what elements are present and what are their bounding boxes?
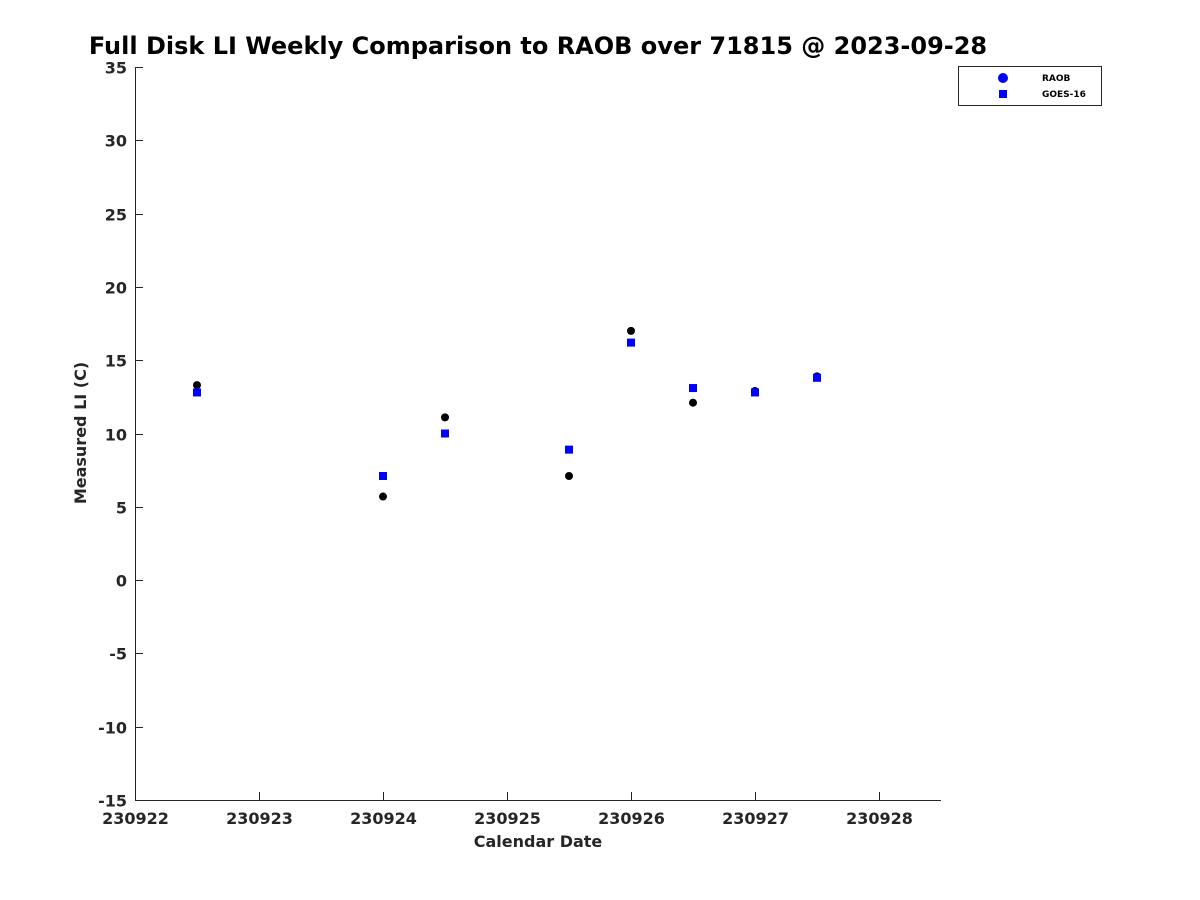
raob-point [565, 472, 573, 481]
goes-16-point [689, 384, 697, 393]
x-tick-label: 230928 [846, 809, 913, 828]
goes-16-point [441, 429, 449, 438]
y-tick-label: -10 [98, 719, 127, 738]
raob-point [627, 326, 635, 335]
x-tick-label: 230923 [226, 809, 293, 828]
chart-title: Full Disk LI Weekly Comparison to RAOB o… [89, 32, 987, 60]
x-tick-label: 230926 [598, 809, 665, 828]
legend-entry-label: RAOB [1042, 74, 1071, 84]
y-tick-label: -15 [98, 792, 127, 811]
goes-16-point [193, 388, 201, 397]
goes-16-point [813, 373, 821, 382]
legend-goes-16-marker [999, 90, 1007, 98]
y-tick-label: 10 [105, 426, 127, 445]
x-tick-label: 230922 [102, 809, 169, 828]
goes-16-point [627, 338, 635, 347]
goes-16-point [565, 445, 573, 454]
y-tick-label: 20 [105, 279, 127, 298]
x-tick-label: 230924 [350, 809, 417, 828]
x-tick-label: 230925 [474, 809, 541, 828]
y-tick-label: 0 [116, 572, 127, 591]
legend-entry-label: GOES-16 [1042, 90, 1086, 100]
goes-16-point [751, 388, 759, 397]
raob-point [689, 398, 697, 407]
y-tick-label: 15 [105, 352, 127, 371]
raob-point [441, 413, 449, 422]
legend-box [958, 66, 1102, 106]
legend-items: RAOB GOES-16 [998, 73, 1086, 100]
legend-raob-marker [998, 73, 1008, 83]
x-tick-label: 230927 [722, 809, 789, 828]
plot-area: 230922 230923 230924 230925 230926 230927 2309… [98, 59, 941, 828]
y-tick-label: 25 [105, 206, 127, 225]
y-tick-label: -5 [109, 645, 127, 664]
goes-16-point [379, 472, 387, 481]
x-axis-label: Calendar Date [474, 832, 603, 851]
legend: RAOB GOES-16 [958, 66, 1102, 106]
x-axis-ticks: 230922 230923 230924 230925 230926 230927 2309… [102, 792, 913, 828]
y-axis-label: Measured LI (C) [71, 362, 90, 504]
y-axis-ticks: -15 -10 -5 0 5 10 15 20 25 30 35 [98, 59, 143, 811]
data-markers [193, 326, 821, 501]
raob-point [193, 381, 201, 390]
raob-point [379, 492, 387, 501]
y-tick-label: 35 [105, 59, 127, 78]
y-tick-label: 30 [105, 132, 127, 151]
y-tick-label: 5 [116, 499, 127, 518]
